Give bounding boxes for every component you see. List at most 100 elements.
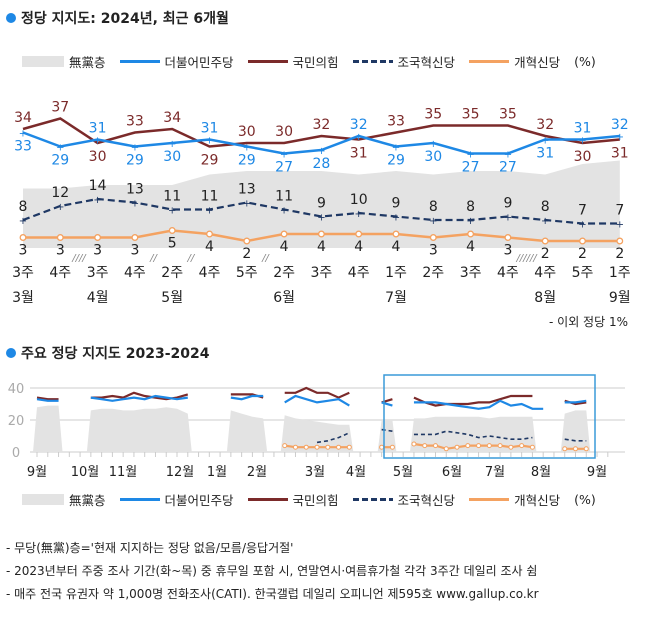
unaffiliated-area bbox=[560, 410, 591, 452]
week-label: 4주 bbox=[534, 265, 556, 281]
dp-label: 31 bbox=[201, 121, 219, 137]
y-tick-label: 20 bbox=[8, 414, 25, 429]
month-label: 8월 bbox=[531, 465, 551, 480]
rebuild-label: 9 bbox=[392, 196, 401, 212]
reform-marker bbox=[432, 443, 438, 449]
legend-item-dp: 더불어민주당 bbox=[119, 52, 234, 71]
series-line-조국혁신당 bbox=[413, 430, 533, 440]
legend-swatch-blue bbox=[119, 498, 160, 501]
dp-marker: + bbox=[355, 132, 363, 143]
axis-break-mark: //// bbox=[71, 253, 87, 264]
reform-marker bbox=[411, 441, 417, 447]
month-label: 4월 bbox=[346, 465, 366, 480]
ppp-label: 34 bbox=[163, 110, 181, 126]
reform-marker bbox=[465, 443, 471, 449]
legend-swatch-dashed bbox=[352, 498, 393, 501]
unaffiliated-area bbox=[33, 405, 63, 452]
legend-swatch-gray bbox=[22, 494, 64, 505]
reform-label: 2 bbox=[541, 246, 550, 262]
rebuild-marker: + bbox=[131, 199, 139, 210]
reform-marker bbox=[508, 444, 514, 450]
week-label: 3주 bbox=[12, 265, 34, 281]
rebuild-label: 9 bbox=[317, 196, 326, 212]
reform-marker bbox=[303, 444, 309, 450]
rebuild-label: 8 bbox=[19, 199, 28, 215]
reform-label: 2 bbox=[242, 246, 251, 262]
legend-swatch-blue bbox=[119, 60, 160, 63]
chart1-note: - 이외 정당 1% bbox=[549, 315, 628, 329]
series-line-국민의힘 bbox=[22, 117, 620, 148]
dp-marker: + bbox=[131, 143, 139, 154]
reform-marker bbox=[454, 444, 460, 450]
dp-marker: + bbox=[616, 132, 624, 143]
rebuild-marker: + bbox=[616, 220, 624, 231]
reform-label: 4 bbox=[317, 239, 326, 255]
ppp-label: 31 bbox=[611, 146, 629, 162]
reform-label: 2 bbox=[615, 246, 624, 262]
reform-marker bbox=[541, 237, 549, 245]
reform-marker bbox=[379, 444, 385, 450]
legend-label: 국민의힘 bbox=[292, 493, 339, 508]
unaffiliated-area bbox=[377, 420, 397, 452]
rebuild-marker: + bbox=[243, 199, 251, 210]
dp-label: 32 bbox=[611, 117, 629, 133]
reform-marker bbox=[443, 446, 449, 452]
rebuild-label: 8 bbox=[466, 199, 475, 215]
week-label: 4주 bbox=[348, 265, 370, 281]
rebuild-label: 11 bbox=[163, 189, 181, 205]
reform-marker bbox=[314, 444, 320, 450]
legend-label: 더불어민주당 bbox=[164, 55, 234, 70]
ppp-label: 35 bbox=[462, 107, 480, 123]
dp-marker: + bbox=[93, 136, 101, 147]
axis-break-mark: // bbox=[186, 253, 195, 264]
dp-label: 30 bbox=[424, 149, 442, 165]
legend-item-reform: 개혁신당 (%) bbox=[469, 490, 596, 509]
reform-marker bbox=[282, 443, 288, 449]
rebuild-marker: + bbox=[466, 216, 474, 227]
highlight-box bbox=[383, 374, 596, 459]
month-label: 2월 bbox=[247, 465, 267, 480]
chart1-title-text: 정당 지지도: 2024년, 최근 6개월 bbox=[21, 11, 229, 27]
rebuild-label: 7 bbox=[615, 203, 624, 219]
chart2-plot: 0 20 40 9월 10월 11월 12월 1월 2월 3월 4월 5월 6월 7월 8월 9월 bbox=[8, 374, 625, 480]
reform-label: 3 bbox=[130, 243, 139, 259]
series-line-더불어민주당 bbox=[230, 394, 264, 401]
chart1-plot: +++ ++ ++++ + + + + + + + +++++ + +++ +++ ++ ++ + +343383… bbox=[12, 100, 631, 307]
ppp-label: 30 bbox=[238, 124, 256, 140]
rebuild-marker: + bbox=[317, 213, 325, 224]
dp-label: 29 bbox=[51, 153, 69, 169]
rebuild-label: 11 bbox=[201, 189, 219, 205]
week-label: 1주 bbox=[385, 265, 407, 281]
reform-marker bbox=[280, 230, 288, 238]
reform-marker bbox=[529, 444, 535, 450]
dp-label: 28 bbox=[312, 156, 330, 172]
series-line-더불어민주당 bbox=[90, 394, 188, 402]
bullet-icon bbox=[6, 13, 16, 23]
rebuild-marker: + bbox=[280, 206, 288, 217]
reform-marker bbox=[504, 234, 512, 241]
reform-marker bbox=[317, 230, 325, 238]
month-label: 9월 bbox=[27, 465, 47, 480]
ppp-label: 31 bbox=[350, 146, 368, 162]
rebuild-label: 12 bbox=[51, 185, 69, 201]
ppp-label: 29 bbox=[201, 153, 219, 169]
reform-label: 2 bbox=[578, 246, 587, 262]
series-line-조국혁신당 bbox=[564, 438, 587, 442]
dp-marker: + bbox=[317, 146, 325, 157]
y-tick-label: 0 bbox=[12, 446, 20, 461]
ppp-label: 32 bbox=[536, 117, 554, 133]
rebuild-marker: + bbox=[168, 206, 176, 217]
dp-label: 27 bbox=[499, 160, 517, 176]
reform-marker bbox=[573, 446, 578, 452]
dp-marker: + bbox=[541, 136, 549, 147]
month-label: 11월 bbox=[109, 465, 138, 480]
reform-marker bbox=[94, 234, 102, 241]
reform-marker bbox=[422, 443, 428, 449]
reform-label: 3 bbox=[19, 243, 28, 259]
dp-marker: + bbox=[19, 129, 27, 140]
chart2-title-text: 주요 정당 지지도 2023-2024 bbox=[21, 346, 210, 362]
ppp-label: 30 bbox=[89, 149, 107, 165]
legend-swatch-red bbox=[247, 498, 288, 501]
legend-item-unaffiliated: 無黨층 bbox=[22, 490, 106, 509]
series-line-국민의힘 bbox=[413, 394, 533, 407]
